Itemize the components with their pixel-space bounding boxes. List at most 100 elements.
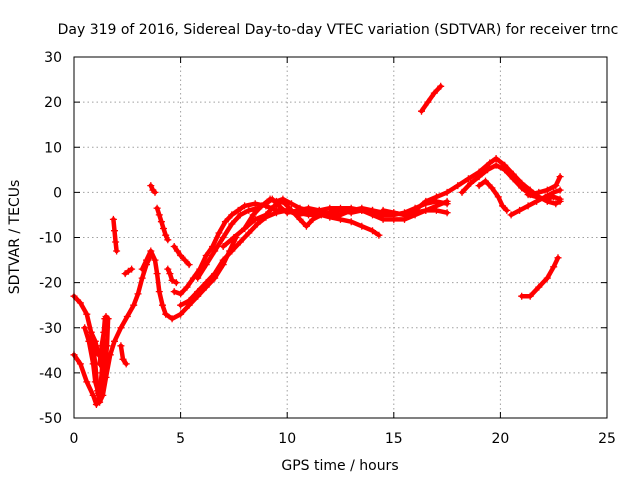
- series-arc-06: [121, 265, 136, 278]
- data-point-marker: [117, 342, 125, 350]
- data-point-marker: [258, 202, 266, 210]
- series-trail: [71, 253, 154, 405]
- data-point-marker: [245, 229, 253, 237]
- data-point-marker: [241, 225, 249, 232]
- series-arc-17: [379, 155, 564, 219]
- data-point-marker: [153, 270, 161, 278]
- data-point-marker: [401, 211, 408, 219]
- axis-ticks: [73, 56, 608, 419]
- data-point-marker: [166, 270, 174, 278]
- data-point-marker: [552, 200, 560, 208]
- data-point-marker: [369, 206, 376, 214]
- data-point-marker: [467, 179, 475, 187]
- data-point-marker: [119, 355, 127, 363]
- data-point-marker: [315, 206, 323, 214]
- data-point-marker: [369, 227, 376, 235]
- x-tick-label: 20: [491, 431, 509, 447]
- data-point-marker: [326, 213, 334, 221]
- data-point-marker: [484, 166, 492, 174]
- data-point-marker: [151, 256, 159, 264]
- data-point-marker: [524, 202, 532, 210]
- data-point-marker: [172, 279, 180, 287]
- data-point-marker: [168, 276, 176, 284]
- data-point-marker: [234, 206, 242, 214]
- data-point-marker: [162, 310, 170, 318]
- data-point-marker: [95, 351, 102, 359]
- data-point-marker: [159, 301, 166, 309]
- tick-labels: 0 5 10 15 20 25 30 20 10 0 -10 -20 -30 -40 -50: [39, 50, 616, 447]
- data-point-marker: [183, 283, 191, 291]
- data-point-marker: [170, 288, 178, 296]
- data-point-marker: [516, 206, 524, 214]
- data-point-marker: [305, 206, 312, 214]
- data-point-marker: [347, 206, 355, 214]
- data-point-marker: [241, 202, 249, 210]
- data-point-marker: [454, 182, 462, 190]
- series-trail: [519, 255, 561, 299]
- data-point-marker: [379, 206, 387, 214]
- grid: [74, 57, 607, 418]
- data-point-marker: [164, 265, 172, 273]
- data-point-marker: [211, 270, 219, 278]
- data-point-marker: [134, 290, 142, 298]
- series-arc-08: [153, 204, 172, 244]
- x-axis-title: GPS time / hours: [281, 458, 398, 474]
- y-axis-title: SDTVAR / TECUs: [7, 180, 23, 295]
- data-point-marker: [556, 186, 564, 194]
- x-tick-label: 15: [385, 431, 403, 447]
- data-point-marker: [543, 186, 551, 194]
- data-point-marker: [296, 215, 304, 223]
- series-arc-04: [109, 215, 121, 255]
- data-point-marker: [556, 173, 564, 181]
- series-arc-11: [170, 243, 193, 269]
- series-arc-03: [81, 315, 112, 397]
- data-point-marker: [358, 222, 366, 230]
- data-point-marker: [98, 382, 106, 390]
- data-point-marker: [262, 211, 270, 219]
- data-point-marker: [507, 211, 515, 219]
- data-point-marker: [509, 175, 517, 183]
- data-point-marker: [117, 324, 125, 332]
- data-point-marker: [375, 231, 383, 239]
- series-trail: [476, 178, 510, 213]
- data-point-marker: [100, 328, 108, 336]
- data-point-marker: [168, 315, 176, 323]
- series-arc-21: [524, 191, 564, 203]
- series-arc-22: [418, 82, 445, 115]
- data-point-marker: [143, 256, 150, 264]
- data-point-marker: [543, 274, 551, 282]
- data-point-marker: [160, 225, 167, 232]
- series-trail: [111, 217, 119, 254]
- data-point-marker: [524, 191, 532, 199]
- data-point-marker: [185, 261, 193, 269]
- data-point-marker: [422, 206, 430, 214]
- data-point-marker: [153, 204, 161, 212]
- data-point-marker: [518, 292, 526, 300]
- series-arc-07: [147, 182, 159, 196]
- series-trail: [380, 156, 563, 218]
- data-point-marker: [492, 161, 500, 169]
- data-point-marker: [194, 274, 202, 282]
- data-point-marker: [170, 243, 178, 250]
- data-point-marker: [164, 236, 172, 244]
- series-arc-23: [518, 254, 562, 300]
- data-point-marker: [202, 252, 210, 259]
- data-point-marker: [443, 200, 451, 208]
- data-point-marker: [302, 222, 310, 230]
- data-point-marker: [482, 177, 489, 185]
- data-point-marker: [437, 82, 445, 90]
- data-point-marker: [288, 206, 295, 214]
- data-point-marker: [418, 107, 425, 115]
- data-point-marker: [96, 360, 104, 368]
- data-point-marker: [101, 364, 109, 372]
- data-point-marker: [270, 202, 278, 210]
- data-point-marker: [347, 218, 355, 226]
- data-point-marker: [533, 193, 541, 201]
- series-arc-24: [96, 313, 110, 368]
- data-point-marker: [177, 301, 185, 309]
- data-point-marker: [266, 195, 274, 203]
- series-arc-25: [87, 328, 102, 359]
- data-point-marker: [185, 297, 193, 305]
- data-point-marker: [219, 234, 227, 241]
